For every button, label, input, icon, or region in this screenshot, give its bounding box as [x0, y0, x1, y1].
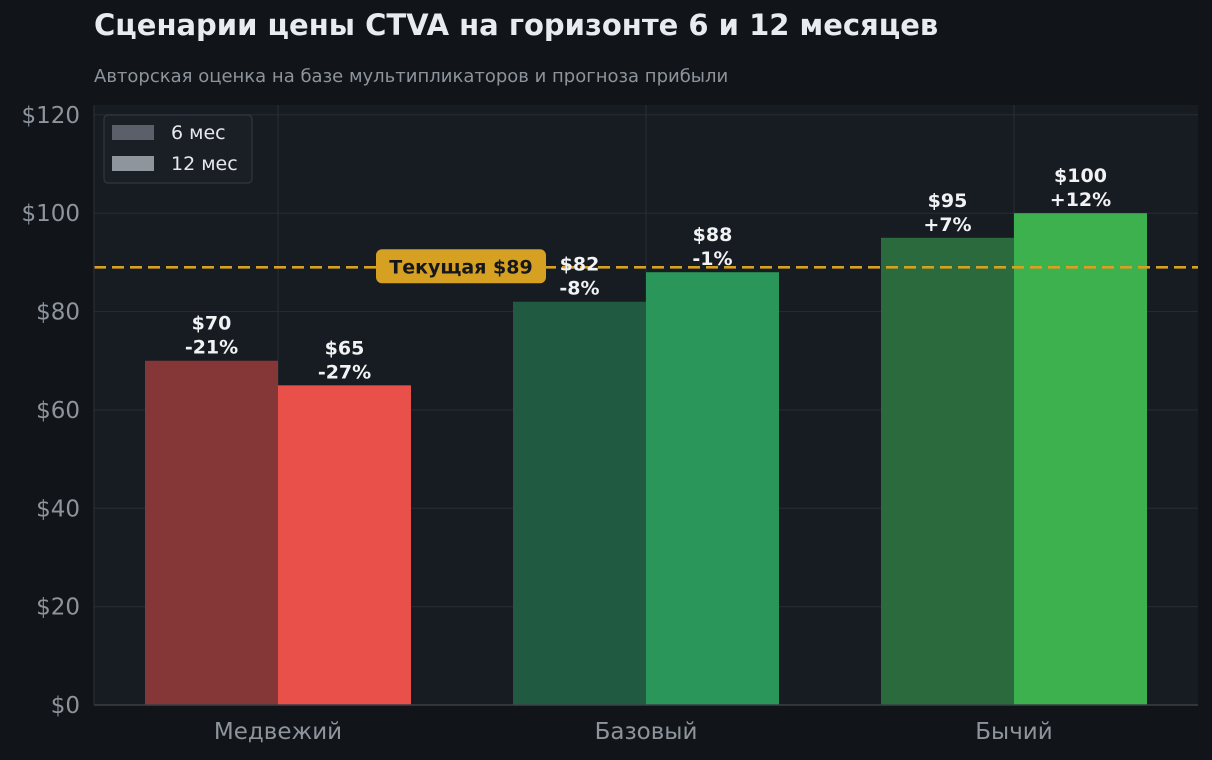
price-label: $88	[693, 224, 733, 246]
change-label: -21%	[185, 337, 238, 359]
price-label: $82	[560, 254, 600, 276]
current-price-badge	[376, 249, 546, 284]
legend-swatch	[112, 125, 154, 140]
bar	[646, 272, 779, 705]
legend-label: 6 мес	[171, 122, 226, 144]
change-label: +12%	[1050, 189, 1111, 211]
change-label: -1%	[692, 248, 732, 270]
y-tick-label: $100	[21, 201, 80, 227]
x-tick-label: Медвежий	[214, 719, 342, 745]
y-tick-label: $20	[36, 595, 80, 621]
legend-swatch	[112, 156, 154, 171]
bar	[145, 360, 278, 705]
price-label: $70	[192, 313, 232, 335]
current-price-label: Текущая $89	[389, 256, 532, 278]
bar	[278, 385, 411, 705]
y-tick-label: $120	[21, 103, 80, 129]
price-label: $65	[325, 337, 365, 359]
y-tick-label: $60	[36, 398, 80, 424]
bar	[1014, 213, 1147, 705]
price-label: $95	[928, 190, 968, 212]
x-tick-label: Базовый	[595, 719, 698, 745]
chart-subtitle: Авторская оценка на базе мультипликаторо…	[94, 66, 729, 87]
x-tick-label: Бычий	[975, 719, 1052, 745]
chart-title: Сценарии цены CTVA на горизонте 6 и 12 м…	[94, 8, 939, 42]
change-label: -8%	[559, 278, 599, 300]
bar	[513, 301, 646, 705]
y-tick-label: $40	[36, 496, 80, 522]
price-label: $100	[1054, 165, 1107, 187]
change-label: +7%	[923, 214, 971, 236]
legend-label: 12 мес	[171, 153, 238, 175]
y-tick-label: $80	[36, 300, 80, 326]
change-label: -27%	[318, 361, 371, 383]
bar	[881, 237, 1014, 706]
y-tick-label: $0	[51, 693, 80, 719]
